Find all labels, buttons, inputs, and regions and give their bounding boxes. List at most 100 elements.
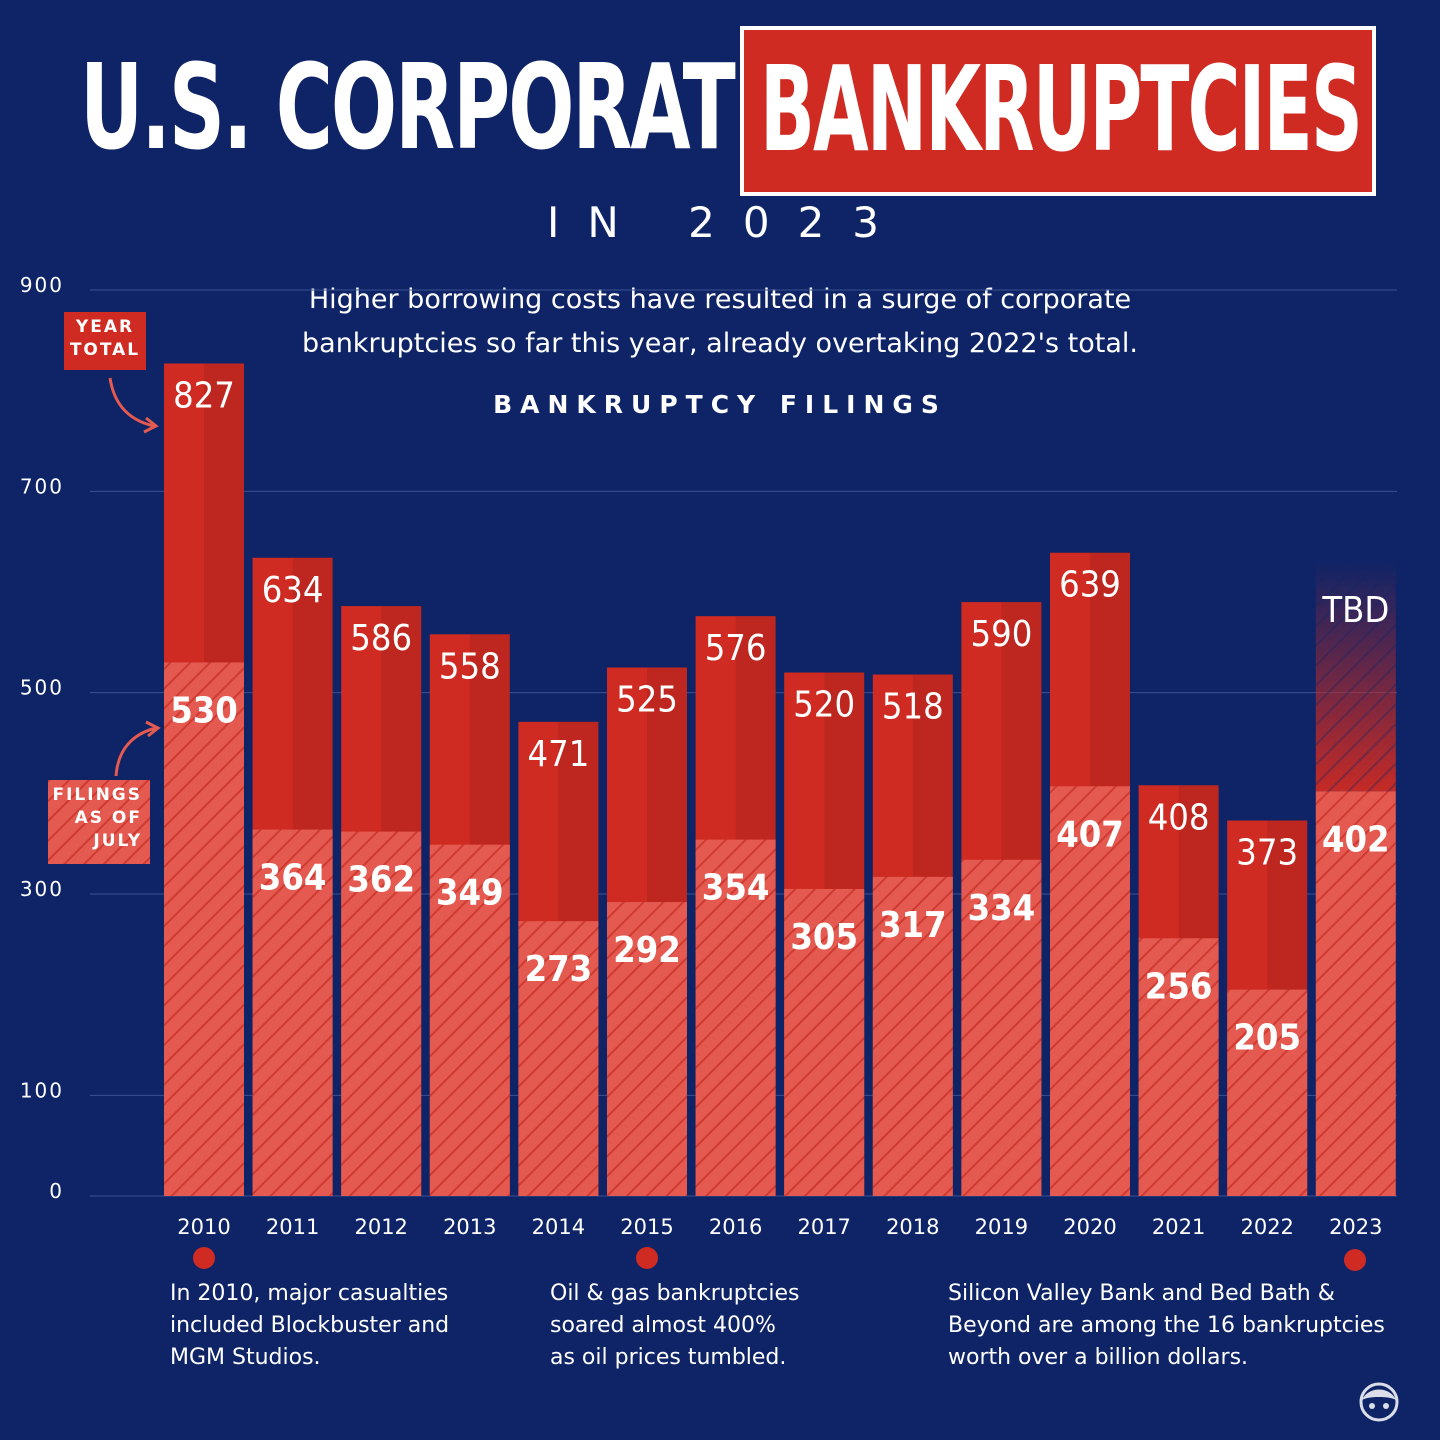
total-label-2022: 373 bbox=[1236, 833, 1298, 874]
bar-total-shade-2016 bbox=[735, 616, 776, 840]
note-2010-line-2: included Blockbuster and bbox=[170, 1313, 450, 1338]
bar-total-shade-2018 bbox=[912, 674, 953, 877]
total-label-2011: 634 bbox=[262, 570, 324, 611]
bar-july-2012 bbox=[341, 831, 422, 1196]
bar-july-2010 bbox=[164, 662, 244, 1196]
july-label-2021: 256 bbox=[1145, 966, 1213, 1007]
x-tick-label-2018: 2018 bbox=[886, 1215, 939, 1239]
bar-total-shade-2019 bbox=[1001, 602, 1042, 860]
y-tick-label-900: 900 bbox=[20, 273, 64, 297]
bar-total-shade-2020 bbox=[1090, 552, 1130, 787]
x-tick-label-2017: 2017 bbox=[797, 1215, 850, 1239]
total-label-2010: 827 bbox=[173, 375, 235, 416]
note-2010-line-1: In 2010, major casualties bbox=[170, 1281, 449, 1306]
bar-july-2011 bbox=[252, 829, 333, 1196]
note-2015-line-1: Oil & gas bankruptcies bbox=[550, 1281, 800, 1306]
subtitle: IN 2023 bbox=[546, 198, 908, 247]
bar-total-shade-2017 bbox=[824, 672, 865, 889]
july-label-2017: 305 bbox=[790, 917, 858, 958]
title-highlight-box: BANKRUPTCIES bbox=[740, 26, 1376, 196]
july-label-2010: 530 bbox=[170, 690, 238, 731]
legend-year-total-line-1: YEAR bbox=[75, 317, 135, 337]
title-highlight: BANKRUPTCIES bbox=[760, 40, 1363, 178]
bar-july-2019 bbox=[961, 859, 1042, 1196]
title-row: U.S. CORPORATE BANKRUPTCIES bbox=[0, 10, 1440, 200]
note-2015-line-2: soared almost 400% bbox=[550, 1313, 776, 1338]
note-marker-2015 bbox=[636, 1247, 658, 1269]
note-2023-line-2: Beyond are among the 16 bankruptcies bbox=[948, 1313, 1385, 1338]
bar-july-2021 bbox=[1138, 938, 1219, 1196]
bar-july-2022 bbox=[1227, 989, 1308, 1196]
description-line-1: Higher borrowing costs have resulted in … bbox=[308, 284, 1132, 315]
x-tick-label-2015: 2015 bbox=[620, 1215, 673, 1239]
july-label-2012: 362 bbox=[347, 860, 415, 901]
x-tick-label-2010: 2010 bbox=[177, 1215, 230, 1239]
total-label-2017: 520 bbox=[793, 685, 855, 726]
july-label-2011: 364 bbox=[259, 858, 327, 899]
bar-total-shade-2011 bbox=[292, 557, 333, 830]
y-tick-label-100: 100 bbox=[20, 1078, 64, 1102]
note-2015: Oil & gas bankruptcies soared almost 400… bbox=[550, 1278, 800, 1374]
legend-filings-line-3: JULY bbox=[93, 831, 142, 851]
legend-year-total-tag: YEAR TOTAL bbox=[64, 312, 146, 370]
legend-filings-line-2: AS OF bbox=[74, 808, 142, 828]
description: Higher borrowing costs have resulted in … bbox=[260, 278, 1180, 366]
x-tick-label-2021: 2021 bbox=[1152, 1215, 1205, 1239]
july-label-2020: 407 bbox=[1056, 814, 1124, 855]
bar-july-2013 bbox=[429, 844, 510, 1196]
x-tick-label-2014: 2014 bbox=[532, 1215, 585, 1239]
bar-total-shade-2013 bbox=[469, 634, 510, 845]
bar-july-2015 bbox=[607, 902, 687, 1196]
y-tick-label-0: 0 bbox=[49, 1179, 64, 1203]
note-marker-2010 bbox=[193, 1247, 215, 1269]
x-tick-label-2013: 2013 bbox=[443, 1215, 496, 1239]
bar-total-shade-2015 bbox=[647, 667, 687, 903]
x-tick-label-2023: 2023 bbox=[1329, 1215, 1382, 1239]
title-main: U.S. CORPORATE bbox=[80, 38, 787, 176]
bar-july-2016 bbox=[695, 839, 776, 1196]
x-tick-label-2022: 2022 bbox=[1240, 1215, 1293, 1239]
july-label-2019: 334 bbox=[968, 888, 1036, 929]
note-2023: Silicon Valley Bank and Bed Bath & Beyon… bbox=[948, 1278, 1385, 1374]
x-tick-label-2012: 2012 bbox=[354, 1215, 407, 1239]
legend-filings-line-1: FILINGS bbox=[52, 785, 142, 805]
y-tick-label-300: 300 bbox=[20, 877, 64, 901]
note-2010: In 2010, major casualties included Block… bbox=[170, 1278, 449, 1374]
note-marker-2023 bbox=[1344, 1249, 1366, 1271]
total-label-2014: 471 bbox=[527, 734, 589, 775]
note-2010-line-3: MGM Studios. bbox=[170, 1345, 321, 1370]
y-tick-label-500: 500 bbox=[20, 676, 64, 700]
july-label-2023: 402 bbox=[1322, 819, 1390, 860]
description-line-2: bankruptcies so far this year, already o… bbox=[302, 328, 1138, 359]
x-tick-label-2016: 2016 bbox=[709, 1215, 762, 1239]
year-total-arrow bbox=[108, 377, 159, 434]
july-label-2018: 317 bbox=[879, 905, 947, 946]
bar-total-shade-2012 bbox=[381, 606, 422, 832]
bar-total-tbd-hatch-2023 bbox=[1315, 560, 1396, 792]
filings-arrow bbox=[114, 720, 161, 777]
july-label-2014: 273 bbox=[525, 949, 593, 990]
brand-logo-icon bbox=[1359, 1382, 1399, 1422]
total-label-2019: 590 bbox=[970, 614, 1032, 655]
total-label-2021: 408 bbox=[1148, 797, 1210, 838]
legend-filings-tag: FILINGS AS OF JULY bbox=[48, 780, 150, 864]
total-label-2023: TBD bbox=[1321, 590, 1389, 631]
total-label-2012: 586 bbox=[350, 618, 412, 659]
bar-total-shade-2021 bbox=[1178, 785, 1219, 939]
bar-total-shade-2022 bbox=[1267, 820, 1308, 990]
bar-july-2017 bbox=[784, 888, 865, 1196]
total-label-2016: 576 bbox=[705, 628, 767, 669]
july-label-2015: 292 bbox=[613, 930, 681, 971]
bar-july-2014 bbox=[518, 921, 599, 1196]
legend-year-total-line-2: TOTAL bbox=[69, 340, 141, 360]
bar-total-shade-2010 bbox=[204, 363, 244, 663]
bar-july-2020 bbox=[1050, 786, 1130, 1196]
july-label-2016: 354 bbox=[702, 868, 770, 909]
chart-title: BANKRUPTCY FILINGS bbox=[493, 390, 947, 419]
total-label-2020: 639 bbox=[1059, 565, 1121, 606]
total-label-2018: 518 bbox=[882, 687, 944, 728]
legend-filings-swatch bbox=[48, 780, 150, 864]
x-tick-label-2011: 2011 bbox=[266, 1215, 319, 1239]
x-tick-label-2019: 2019 bbox=[975, 1215, 1028, 1239]
